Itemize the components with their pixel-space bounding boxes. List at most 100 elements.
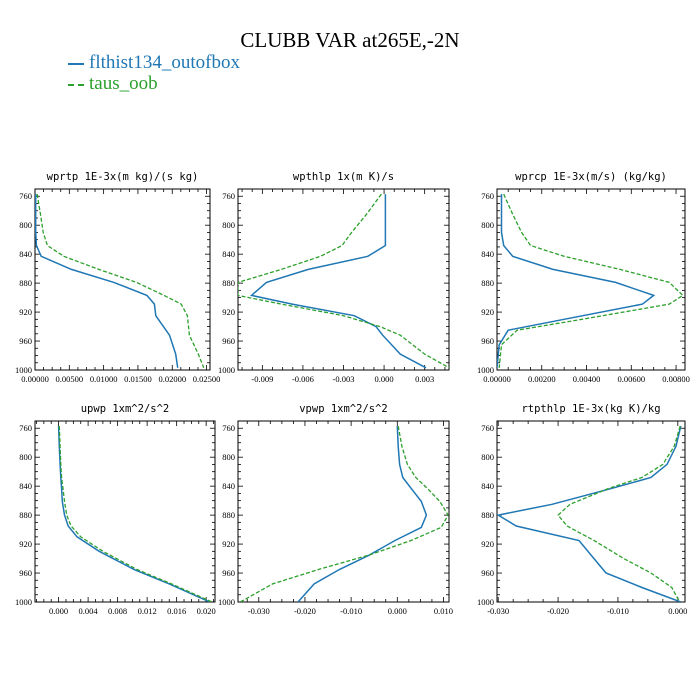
legend-entry-2: taus_oob xyxy=(68,73,158,95)
y-tick-label: 760 xyxy=(222,423,235,433)
y-tick-label: 800 xyxy=(481,452,494,462)
y-tick-label: 800 xyxy=(481,220,494,230)
panel-title: vpwp 1xm^2/s^2 xyxy=(299,403,388,415)
y-tick-label: 840 xyxy=(481,481,494,491)
x-tick-label: 0.00800 xyxy=(662,374,690,384)
y-tick-label: 760 xyxy=(481,423,494,433)
panel-2: wpthlp 1x(m K)/s 760 800 840 880 920 960 1000 -0… xyxy=(218,171,450,384)
y-tick-label: 920 xyxy=(19,307,32,317)
series-line-flthist134 xyxy=(35,194,179,368)
panel-title: wpthlp 1x(m K)/s xyxy=(293,171,394,183)
x-tick-label: -0.003 xyxy=(333,374,355,384)
y-tick-label: 960 xyxy=(222,568,235,578)
y-tick-label: 1000 xyxy=(218,597,235,607)
y-tick-label: 920 xyxy=(481,307,494,317)
x-tick-label: 0.01500 xyxy=(124,374,152,384)
series-line-taus-oob xyxy=(557,425,681,602)
panel-title: wprtp 1E-3x(m kg)/(s kg) xyxy=(47,171,199,183)
panel-title: rtpthlp 1E-3x(kg K)/kg xyxy=(521,403,660,415)
y-tick-label: 960 xyxy=(19,568,32,578)
panel-4: upwp 1xm^2/s^2 760 800 840 880 920 960 1000 0.00… xyxy=(15,403,216,616)
plot-frame xyxy=(237,188,450,371)
series-line-flthist134 xyxy=(57,426,211,602)
x-tick-label: 0.008 xyxy=(108,606,127,616)
panel-3: wprcp 1E-3x(m/s) (kg/kg) 760 800 840 880 920 9… xyxy=(477,171,690,384)
x-tick-label: 0.000 xyxy=(388,606,407,616)
y-tick-label: 840 xyxy=(222,481,235,491)
panel-6: rtpthlp 1E-3x(kg K)/kg 760 800 840 880 920 960… xyxy=(477,403,687,616)
y-tick-label: 760 xyxy=(481,191,494,201)
series-line-taus-oob xyxy=(498,193,684,368)
x-tick-label: -0.030 xyxy=(248,606,270,616)
y-tick-label: 1000 xyxy=(15,597,32,607)
y-tick-label: 1000 xyxy=(218,365,235,375)
plot-frame xyxy=(237,420,450,603)
y-tick-label: 760 xyxy=(19,191,32,201)
x-tick-label: -0.030 xyxy=(487,606,509,616)
y-tick-label: 800 xyxy=(222,220,235,230)
x-tick-label: 0.000 xyxy=(668,606,687,616)
y-tick-label: 760 xyxy=(222,191,235,201)
y-tick-label: 840 xyxy=(19,481,32,491)
y-tick-label: 840 xyxy=(19,249,32,259)
series-line-taus-oob xyxy=(238,193,449,369)
x-tick-label: 0.00500 xyxy=(56,374,84,384)
x-tick-label: -0.009 xyxy=(251,374,273,384)
x-tick-label: -0.006 xyxy=(292,374,314,384)
y-tick-label: 800 xyxy=(19,220,32,230)
y-tick-label: 960 xyxy=(481,568,494,578)
panel-1: wprtp 1E-3x(m kg)/(s kg) 760 800 840 880 920 9… xyxy=(15,171,220,384)
legend-label-1: flthist134_outofbox xyxy=(89,52,240,73)
plot-frame xyxy=(34,188,211,371)
x-tick-label: 0.00000 xyxy=(483,374,511,384)
plot-frame xyxy=(496,188,686,371)
series-line-taus-oob xyxy=(36,193,205,369)
y-tick-label: 880 xyxy=(19,510,32,520)
y-tick-label: 920 xyxy=(481,539,494,549)
legend-label-2: taus_oob xyxy=(89,73,158,94)
x-tick-label: 0.020 xyxy=(197,606,216,616)
x-tick-label: 0.02500 xyxy=(193,374,221,384)
legend-swatch-1 xyxy=(68,62,84,65)
series-line-taus-oob xyxy=(239,425,449,602)
y-tick-label: 760 xyxy=(19,423,32,433)
y-tick-label: 920 xyxy=(19,539,32,549)
y-tick-label: 880 xyxy=(481,278,494,288)
x-tick-label: 0.004 xyxy=(79,606,99,616)
y-tick-label: 880 xyxy=(481,510,494,520)
y-tick-label: 960 xyxy=(19,336,32,346)
y-tick-label: 800 xyxy=(222,452,235,462)
x-tick-label: 0.000 xyxy=(49,606,68,616)
legend-entry-1: flthist134_outofbox xyxy=(68,52,240,74)
y-tick-label: 960 xyxy=(222,336,235,346)
plot-frame xyxy=(496,420,686,603)
x-tick-label: 0.016 xyxy=(167,606,186,616)
plot-frame xyxy=(34,420,216,603)
y-tick-label: 1000 xyxy=(15,365,32,375)
y-tick-label: 880 xyxy=(222,510,235,520)
x-tick-label: -0.020 xyxy=(294,606,316,616)
x-tick-label: 0.012 xyxy=(138,606,157,616)
y-tick-label: 840 xyxy=(481,249,494,259)
series-line-flthist134 xyxy=(297,426,428,602)
panel-title: upwp 1xm^2/s^2 xyxy=(81,403,170,415)
x-tick-label: 0.00200 xyxy=(528,374,556,384)
series-line-flthist134 xyxy=(497,194,656,368)
x-tick-label: 0.01000 xyxy=(90,374,118,384)
y-tick-label: 920 xyxy=(222,539,235,549)
x-tick-label: -0.010 xyxy=(340,606,362,616)
panel-5: vpwp 1xm^2/s^2 760 800 840 880 920 960 1000 -0.0… xyxy=(218,403,453,616)
x-tick-label: -0.020 xyxy=(547,606,569,616)
y-tick-label: 920 xyxy=(222,307,235,317)
x-tick-label: 0.003 xyxy=(415,374,434,384)
series-line-taus-oob xyxy=(58,426,213,602)
x-tick-label: 0.00600 xyxy=(617,374,645,384)
y-tick-label: 800 xyxy=(19,452,32,462)
x-tick-label: -0.010 xyxy=(607,606,629,616)
y-tick-label: 960 xyxy=(481,336,494,346)
x-tick-label: 0.00400 xyxy=(573,374,601,384)
figure-title: CLUBB VAR at265E,-2N xyxy=(240,28,460,52)
x-tick-label: 0.00000 xyxy=(21,374,49,384)
x-tick-label: 0.02000 xyxy=(158,374,186,384)
